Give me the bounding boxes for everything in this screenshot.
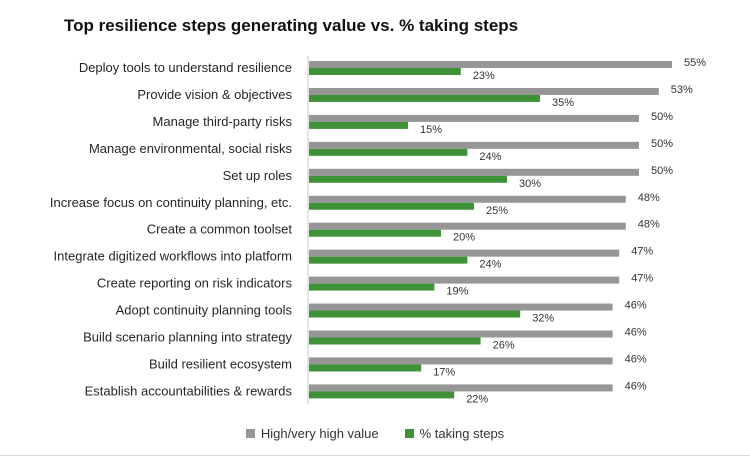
bar-high-value xyxy=(309,330,613,338)
data-label-taking-steps: 35% xyxy=(552,97,574,109)
category-label: Adopt continuity planning tools xyxy=(116,303,293,318)
data-label-high-value: 48% xyxy=(638,219,660,231)
category-label: Provide vision & objectives xyxy=(137,87,292,102)
bar-taking-steps xyxy=(309,337,481,345)
data-label-high-value: 50% xyxy=(651,138,673,150)
chart-title: Top resilience steps generating value vs… xyxy=(64,16,519,35)
data-label-high-value: 50% xyxy=(651,165,673,177)
data-label-high-value: 53% xyxy=(671,84,693,96)
data-label-high-value: 46% xyxy=(625,353,647,365)
legend-label-high-value: High/very high value xyxy=(260,426,379,441)
bar-high-value xyxy=(309,222,626,230)
legend: High/very high value % taking steps xyxy=(0,426,750,441)
bar-taking-steps xyxy=(309,283,435,291)
legend-item-high-value: High/very high value xyxy=(245,426,379,441)
category-label: Create a common toolset xyxy=(147,222,293,237)
data-label-taking-steps: 17% xyxy=(433,366,455,378)
legend-swatch-high-value xyxy=(245,429,255,438)
category-label: Manage third-party risks xyxy=(153,114,293,129)
bar-taking-steps xyxy=(309,121,408,129)
bar-taking-steps xyxy=(309,256,468,264)
data-label-taking-steps: 24% xyxy=(479,259,501,271)
legend-item-taking-steps: % taking steps xyxy=(404,426,505,441)
bar-taking-steps xyxy=(309,202,474,210)
category-label: Build scenario planning into strategy xyxy=(83,330,292,345)
data-label-high-value: 47% xyxy=(631,246,653,258)
data-label-taking-steps: 25% xyxy=(486,205,508,217)
bar-taking-steps xyxy=(309,391,455,399)
bar-high-value xyxy=(309,357,613,365)
legend-label-taking-steps: % taking steps xyxy=(419,426,505,441)
bar-high-value xyxy=(309,61,672,68)
data-label-high-value: 46% xyxy=(625,300,647,312)
bar-taking-steps xyxy=(309,229,441,237)
bar-high-value xyxy=(309,87,659,95)
category-label: Deploy tools to understand resilience xyxy=(79,60,292,75)
bar-taking-steps xyxy=(309,364,422,372)
bar-high-value xyxy=(309,114,639,122)
data-label-taking-steps: 30% xyxy=(519,178,541,190)
data-label-taking-steps: 23% xyxy=(473,70,495,82)
data-label-taking-steps: 20% xyxy=(453,232,475,244)
bar-high-value xyxy=(309,195,626,203)
bar-high-value xyxy=(309,168,639,176)
category-label: Increase focus on continuity planning, e… xyxy=(50,195,292,210)
data-label-high-value: 55% xyxy=(684,57,706,69)
data-label-high-value: 48% xyxy=(638,192,660,204)
category-label: Establish accountabilities & rewards xyxy=(85,383,293,398)
data-label-taking-steps: 26% xyxy=(493,340,515,352)
data-label-high-value: 46% xyxy=(625,380,647,392)
data-label-taking-steps: 22% xyxy=(466,393,488,405)
category-label: Manage environmental, social risks xyxy=(89,141,293,156)
bar-high-value xyxy=(309,141,639,149)
data-label-taking-steps: 19% xyxy=(446,286,468,298)
data-label-taking-steps: 15% xyxy=(420,124,442,136)
bar-high-value xyxy=(309,384,613,392)
bar-high-value xyxy=(309,276,620,284)
data-label-high-value: 47% xyxy=(631,273,653,285)
category-label: Build resilient ecosystem xyxy=(149,356,292,371)
data-label-high-value: 50% xyxy=(651,111,673,123)
legend-swatch-taking-steps xyxy=(404,429,414,438)
bar-taking-steps xyxy=(309,68,461,75)
data-label-taking-steps: 24% xyxy=(479,151,501,163)
data-label-taking-steps: 32% xyxy=(532,313,554,325)
bar-high-value xyxy=(309,303,613,311)
bottom-divider xyxy=(0,455,750,456)
bar-taking-steps xyxy=(309,94,540,102)
bar-taking-steps xyxy=(309,148,468,156)
data-label-high-value: 46% xyxy=(625,327,647,339)
category-label: Set up roles xyxy=(223,168,293,183)
category-label: Integrate digitized workflows into platf… xyxy=(54,249,292,264)
bar-taking-steps xyxy=(309,310,521,318)
category-label: Create reporting on risk indicators xyxy=(97,276,293,291)
bar-high-value xyxy=(309,249,620,257)
bar-taking-steps xyxy=(309,175,507,183)
